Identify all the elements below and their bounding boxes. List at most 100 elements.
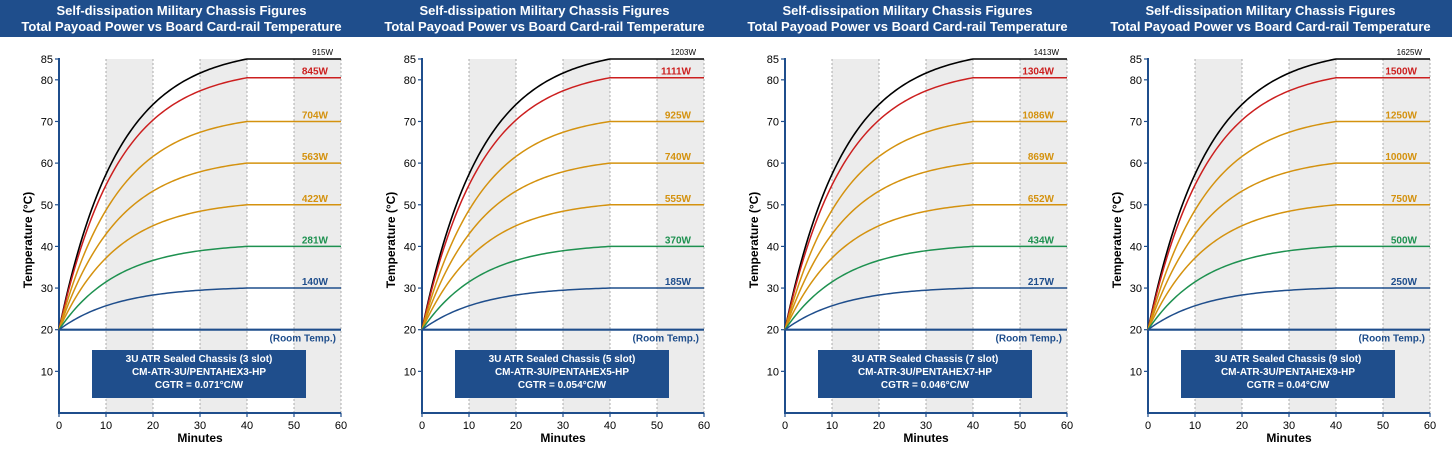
chassis-info-line: CGTR = 0.071°C/W	[154, 380, 244, 391]
room-temp-label: (Room Temp.)	[996, 334, 1062, 345]
x-tick-label: 20	[510, 420, 522, 432]
x-tick-label: 60	[1424, 420, 1436, 432]
series-label: 500W	[1391, 235, 1418, 246]
series-label: 1250W	[1385, 110, 1417, 121]
x-tick-label: 0	[1145, 420, 1151, 432]
series-line	[1147, 204, 1430, 331]
y-axis-label: Temperature (°C)	[384, 191, 398, 289]
chart-title-bar: Self-dissipation Military Chassis Figure…	[0, 0, 363, 37]
x-tick-label: 30	[557, 420, 569, 432]
y-tick-label: 80	[767, 75, 779, 87]
y-tick-label: 10	[404, 366, 416, 378]
y-tick-label: 50	[41, 200, 53, 212]
y-tick-label: 70	[1130, 116, 1142, 128]
y-tick-label: 40	[41, 241, 53, 253]
room-temp-label: (Room Temp.)	[1359, 334, 1425, 345]
chart-panel: Self-dissipation Military Chassis Figure…	[363, 0, 726, 450]
x-tick-label: 30	[920, 420, 932, 432]
y-tick-label: 30	[404, 283, 416, 295]
series-line	[421, 287, 704, 331]
y-tick-label: 85	[1130, 54, 1142, 66]
series-line	[784, 245, 1067, 331]
y-tick-label: 40	[404, 241, 416, 253]
y-tick-label: 85	[41, 54, 53, 66]
y-tick-label: 80	[41, 75, 53, 87]
series-line	[784, 120, 1067, 330]
series-line	[1147, 287, 1430, 331]
chart-title: Self-dissipation Military Chassis Figure…	[1145, 3, 1396, 18]
y-tick-label: 60	[41, 158, 53, 170]
series-line	[784, 58, 1067, 330]
chart-title-bar: Self-dissipation Military Chassis Figure…	[1089, 0, 1452, 37]
y-tick-label: 10	[767, 366, 779, 378]
y-tick-label: 50	[404, 200, 416, 212]
series-label: 281W	[302, 235, 329, 246]
y-tick-label: 50	[1130, 200, 1142, 212]
series-line	[421, 245, 704, 331]
y-axis-label: Temperature (°C)	[747, 191, 761, 289]
x-tick-label: 60	[335, 420, 347, 432]
x-tick-label: 50	[651, 420, 663, 432]
y-tick-label: 85	[404, 54, 416, 66]
x-tick-label: 40	[241, 420, 253, 432]
chassis-info-line: CGTR = 0.046°C/W	[880, 380, 970, 391]
x-axis-label: Minutes	[540, 431, 586, 445]
x-tick-label: 0	[419, 420, 425, 432]
series-line	[421, 76, 704, 330]
x-tick-label: 40	[1330, 420, 1342, 432]
series-line	[1147, 76, 1430, 330]
chart-subtitle: Total Payoad Power vs Board Card-rail Te…	[747, 19, 1068, 34]
series-line	[784, 76, 1067, 330]
series-label: 750W	[1391, 194, 1418, 205]
series-label: 652W	[1028, 194, 1055, 205]
chart-plot: 10 20 30 40 50 60 70 80 85 0 10 20 30 40 50 60 (Room Tem…	[41, 48, 347, 432]
chart-title: Self-dissipation Military Chassis Figure…	[419, 3, 670, 18]
series-label: 740W	[665, 152, 692, 163]
x-axis-label: Minutes	[177, 431, 223, 445]
y-tick-label: 85	[767, 54, 779, 66]
chassis-info-line: CGTR = 0.04°C/W	[1246, 380, 1330, 391]
chassis-info-box: 3U ATR Sealed Chassis (3 slot) CM-ATR-3U/…	[92, 350, 306, 398]
y-tick-label: 40	[1130, 241, 1142, 253]
y-tick-label: 30	[767, 283, 779, 295]
series-line	[784, 162, 1067, 330]
x-tick-label: 10	[1189, 420, 1201, 432]
x-tick-label: 20	[873, 420, 885, 432]
series-line	[1147, 120, 1430, 330]
x-tick-label: 50	[1377, 420, 1389, 432]
series-line	[58, 58, 341, 330]
series-label: 422W	[302, 194, 329, 205]
series-line	[1147, 245, 1430, 331]
chart-panel: Self-dissipation Military Chassis Figure…	[726, 0, 1089, 450]
series-label: 1203W	[671, 48, 697, 57]
room-temp-label: (Room Temp.)	[633, 334, 699, 345]
series-line	[58, 287, 341, 331]
series-label: 1111W	[661, 67, 692, 78]
y-tick-label: 10	[1130, 366, 1142, 378]
x-tick-label: 0	[782, 420, 788, 432]
y-tick-label: 10	[41, 366, 53, 378]
chassis-info-line: CGTR = 0.054°C/W	[517, 380, 607, 391]
y-tick-label: 80	[1130, 75, 1142, 87]
series-label: 925W	[665, 110, 692, 121]
y-tick-label: 30	[1130, 283, 1142, 295]
series-line	[58, 120, 341, 330]
chassis-info-line: 3U ATR Sealed Chassis (7 slot)	[851, 354, 999, 365]
chart-title: Self-dissipation Military Chassis Figure…	[782, 3, 1033, 18]
y-axis-label: Temperature (°C)	[21, 191, 35, 289]
x-tick-label: 20	[147, 420, 159, 432]
chassis-info-line: 3U ATR Sealed Chassis (3 slot)	[125, 354, 273, 365]
series-line	[421, 204, 704, 331]
y-tick-label: 60	[767, 158, 779, 170]
x-tick-label: 10	[100, 420, 112, 432]
x-tick-label: 40	[967, 420, 979, 432]
series-label: 1086W	[1022, 110, 1054, 121]
series-label: 1000W	[1385, 152, 1417, 163]
y-tick-label: 20	[41, 325, 53, 337]
room-temp-label: (Room Temp.)	[270, 334, 336, 345]
chart-panel: Self-dissipation Military Chassis Figure…	[0, 0, 363, 450]
series-line	[58, 245, 341, 331]
series-label: 185W	[665, 277, 692, 288]
x-tick-label: 30	[1283, 420, 1295, 432]
y-tick-label: 80	[404, 75, 416, 87]
